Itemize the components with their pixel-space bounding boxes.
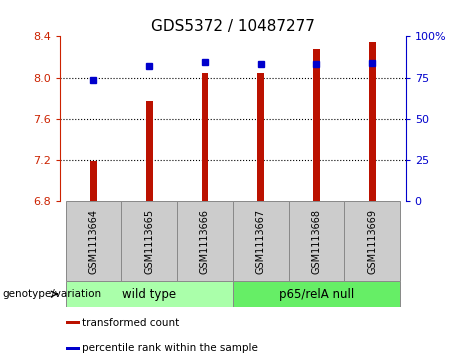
Text: genotype/variation: genotype/variation [2, 289, 101, 299]
Text: p65/relA null: p65/relA null [279, 287, 354, 301]
FancyBboxPatch shape [65, 281, 233, 307]
FancyBboxPatch shape [233, 281, 400, 307]
Text: transformed count: transformed count [82, 318, 179, 328]
Bar [201, 73, 208, 201]
FancyBboxPatch shape [344, 201, 400, 281]
Text: GSM1113665: GSM1113665 [144, 209, 154, 274]
Text: wild type: wild type [122, 287, 176, 301]
FancyBboxPatch shape [121, 201, 177, 281]
Text: GSM1113669: GSM1113669 [367, 209, 377, 274]
Bar [369, 42, 376, 201]
Bar [146, 101, 153, 201]
Text: percentile rank within the sample: percentile rank within the sample [82, 343, 258, 353]
Text: GSM1113668: GSM1113668 [312, 209, 321, 274]
Bar [65, 347, 80, 350]
Text: GSM1113664: GSM1113664 [89, 209, 98, 274]
Bar [65, 321, 80, 324]
Text: GSM1113667: GSM1113667 [256, 209, 266, 274]
FancyBboxPatch shape [65, 201, 121, 281]
Text: GSM1113666: GSM1113666 [200, 209, 210, 274]
Title: GDS5372 / 10487277: GDS5372 / 10487277 [151, 19, 315, 34]
FancyBboxPatch shape [289, 201, 344, 281]
Bar [90, 161, 97, 201]
Bar [313, 49, 320, 201]
FancyBboxPatch shape [177, 201, 233, 281]
FancyBboxPatch shape [233, 201, 289, 281]
Bar [257, 73, 264, 201]
